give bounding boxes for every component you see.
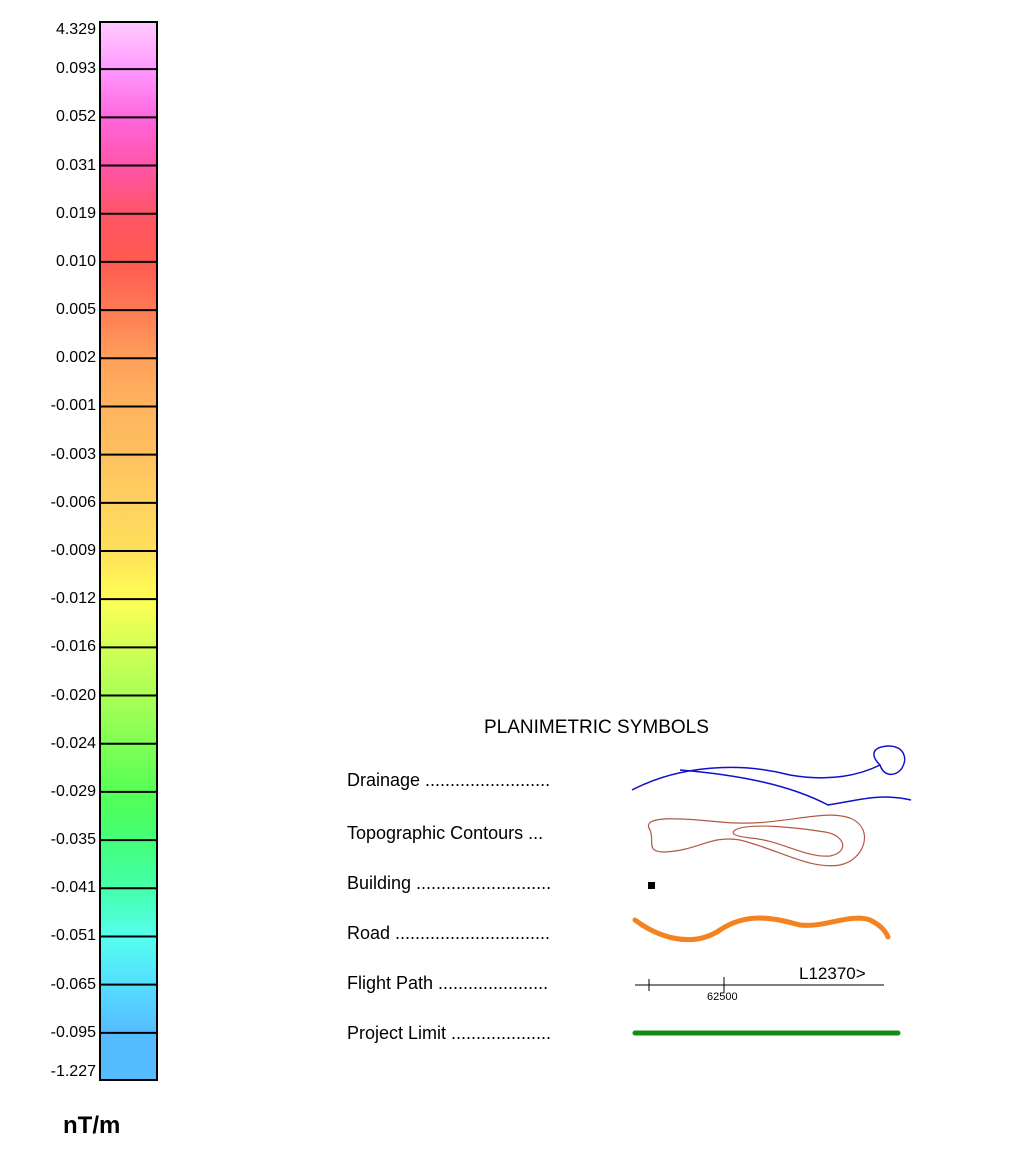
colorbar-segment [99, 936, 158, 986]
colorbar-segment [99, 406, 158, 456]
colorbar-segment [99, 502, 158, 552]
colorbar-tick-label: -0.009 [50, 542, 96, 559]
colorbar-tick-label: -0.020 [50, 686, 96, 704]
colorbar-segment [99, 1032, 158, 1081]
colorbar-segment [99, 743, 158, 793]
legend-label-flight-path: Flight Path ...................... [347, 973, 549, 993]
colorbar-segment [99, 117, 158, 167]
colorbar-tick-label: -0.012 [50, 590, 96, 608]
road-icon [632, 915, 891, 942]
colorbar-segment [99, 69, 158, 118]
colorbar-segment [99, 647, 158, 697]
colorbar-segment [99, 599, 158, 648]
flight-line-label: L12370> [799, 964, 866, 983]
colorbar-border [99, 21, 158, 1081]
flight-path-icon: L12370> 62500 [635, 964, 884, 1003]
colorbar-tick-label: -0.095 [50, 1023, 96, 1041]
colorbar-tick-label: 0.093 [55, 60, 96, 78]
legend-label-topographic-contours: Topographic Contours ... [347, 823, 544, 843]
colorbar-tick-labels: 4.329 0.093 0.052 0.031 0.019 0.010 0.005 0.002… [0, 0, 96, 1100]
colorbar-segment [99, 551, 158, 600]
colorbar-segment [99, 695, 158, 745]
colorbar-segment [99, 454, 158, 504]
colorbar-tick-label: -0.051 [50, 927, 96, 945]
colorbar-tick-label: 0.002 [55, 349, 96, 367]
colorbar-tick-label: 4.329 [55, 21, 96, 38]
colorbar-tick-label: 0.031 [55, 156, 96, 174]
colorbar-tick-label: -0.065 [50, 975, 96, 993]
colorbar-tick-label: 0.010 [55, 252, 96, 270]
drainage-icon [631, 745, 912, 806]
colorbar-tick-label: -0.006 [50, 493, 96, 511]
colorbar-tick-label: -0.024 [50, 734, 96, 752]
colorbar-tick-label: 0.052 [55, 108, 96, 126]
colorbar-tick-label: -0.003 [50, 445, 96, 463]
colorbar-tick-label: -0.001 [50, 397, 96, 415]
legend-title: PLANIMETRIC SYMBOLS [484, 717, 709, 738]
colorbar-unit-label: nT/m [63, 1112, 121, 1139]
legend-label-project-limit: Project Limit .................... [347, 1023, 552, 1043]
fiducial-label: 62500 [707, 991, 738, 1003]
legend-symbols: L12370> 62500 [631, 745, 912, 1036]
colorbar-segment [99, 358, 158, 407]
colorbar-segment [99, 213, 158, 263]
colorbar-tick-label: 0.019 [55, 204, 96, 222]
colorbar-tick-label: -0.016 [50, 638, 96, 656]
contour-icon [647, 814, 866, 867]
colorbar-segment [99, 165, 158, 215]
colorbar-segment [99, 310, 158, 359]
colorbar-segment [99, 888, 158, 937]
colorbar [99, 21, 158, 1081]
colorbar-tick-label: -0.041 [50, 879, 96, 897]
colorbar-segment [99, 791, 158, 841]
colorbar-segment [99, 21, 158, 70]
colorbar-segment [99, 261, 158, 311]
legend-label-drainage: Drainage ......................... [347, 770, 551, 790]
colorbar-tick-label: -1.227 [50, 1063, 96, 1080]
colorbar-tick-label: 0.005 [55, 301, 96, 319]
legend-label-building: Building ........................... [347, 873, 552, 893]
colorbar-segment [99, 984, 158, 1034]
colorbar-segment [99, 840, 158, 889]
colorbar-tick-label: -0.035 [50, 831, 96, 849]
colorbar-tick-label: -0.029 [50, 782, 96, 800]
legend-label-road: Road ............................... [347, 923, 551, 943]
building-icon [648, 882, 655, 889]
